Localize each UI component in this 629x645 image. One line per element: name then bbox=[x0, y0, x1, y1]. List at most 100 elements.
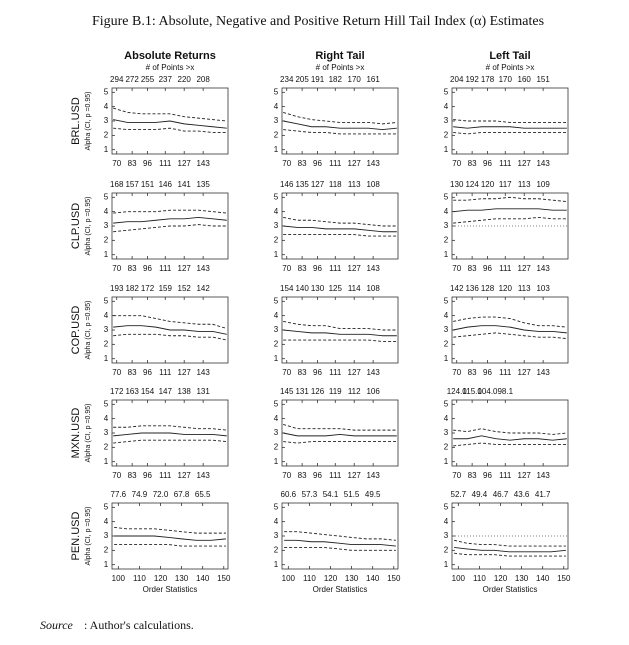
top-tick-label: 151 bbox=[141, 180, 155, 189]
estimate-line bbox=[453, 126, 567, 129]
top-tick-label: 135 bbox=[196, 180, 210, 189]
x-tick-label: 143 bbox=[536, 264, 550, 273]
y-tick-label: 5 bbox=[274, 87, 279, 96]
y-tick-label: 1 bbox=[274, 250, 279, 259]
top-tick-label: 51.5 bbox=[344, 490, 360, 499]
top-tick-label: 54.1 bbox=[323, 490, 339, 499]
estimate-line bbox=[113, 216, 227, 224]
x-tick-label: 130 bbox=[175, 574, 189, 583]
x-tick-label: 70 bbox=[112, 159, 121, 168]
x-tick-label: 111 bbox=[499, 368, 512, 377]
y-tick-label: 3 bbox=[444, 325, 449, 334]
y-tick-label: 3 bbox=[104, 531, 109, 540]
lower-bound bbox=[113, 127, 227, 133]
top-tick-label: 172 bbox=[141, 284, 155, 293]
x-tick-label: 96 bbox=[143, 159, 152, 168]
top-tick-label: 77.6 bbox=[111, 490, 127, 499]
top-tick-label: 151 bbox=[536, 75, 550, 84]
y-tick-label: 3 bbox=[444, 116, 449, 125]
y-tick-label: 4 bbox=[444, 517, 449, 526]
y-axis-label: Alpha (CI, p =0.95) bbox=[85, 92, 92, 151]
x-tick-label: 83 bbox=[298, 471, 307, 480]
top-tick-label: 205 bbox=[295, 75, 309, 84]
x-tick-label: 150 bbox=[217, 574, 231, 583]
x-tick-label: 127 bbox=[348, 471, 362, 480]
x-tick-label: 83 bbox=[128, 159, 137, 168]
lower-bound bbox=[113, 439, 227, 444]
top-tick-label: 52.7 bbox=[451, 490, 467, 499]
x-tick-label: 70 bbox=[112, 264, 121, 273]
x-tick-label: 143 bbox=[366, 159, 380, 168]
top-tick-label: 138 bbox=[178, 387, 192, 396]
x-tick-label: 127 bbox=[178, 368, 192, 377]
estimate-line bbox=[283, 432, 397, 437]
x-tick-label: 83 bbox=[468, 471, 477, 480]
top-tick-label: 170 bbox=[348, 75, 362, 84]
x-tick-label: 83 bbox=[128, 368, 137, 377]
lower-bound bbox=[284, 547, 396, 551]
y-tick-label: 1 bbox=[444, 560, 449, 569]
top-tick-label: 67.8 bbox=[174, 490, 190, 499]
top-tick-label: 98.1 bbox=[497, 387, 513, 396]
lower-bound bbox=[113, 224, 227, 233]
top-tick-label: 135 bbox=[295, 180, 309, 189]
top-tick-label: 182 bbox=[125, 284, 139, 293]
top-tick-label: 119 bbox=[329, 387, 342, 396]
x-tick-label: 111 bbox=[159, 368, 172, 377]
x-tick-label: 70 bbox=[452, 159, 461, 168]
upper-bound bbox=[113, 315, 227, 330]
upper-bound bbox=[283, 423, 397, 431]
lower-bound bbox=[453, 332, 567, 340]
x-tick-label: 143 bbox=[536, 471, 550, 480]
x-tick-label: 70 bbox=[282, 368, 291, 377]
y-tick-label: 2 bbox=[444, 130, 449, 139]
y-axis-label: Alpha (CI, p =0.95) bbox=[85, 404, 92, 463]
y-tick-label: 5 bbox=[444, 87, 449, 96]
plot-frame bbox=[281, 296, 399, 364]
top-tick-label: 104.0 bbox=[477, 387, 498, 396]
x-tick-label: 70 bbox=[282, 264, 291, 273]
x-tick-label: 111 bbox=[499, 264, 512, 273]
upper-bound bbox=[113, 425, 227, 431]
y-tick-label: 1 bbox=[444, 354, 449, 363]
top-tick-label: 182 bbox=[329, 75, 343, 84]
estimate-line bbox=[113, 119, 227, 129]
y-tick-label: 2 bbox=[274, 130, 279, 139]
y-tick-label: 4 bbox=[274, 517, 279, 526]
top-tick-label: 163 bbox=[125, 387, 139, 396]
row-label: BRL.USD bbox=[70, 97, 82, 145]
top-tick-label: 113 bbox=[348, 180, 361, 189]
x-tick-label: 143 bbox=[196, 264, 210, 273]
top-tick-label: 145 bbox=[280, 387, 294, 396]
y-tick-label: 1 bbox=[274, 354, 279, 363]
x-tick-label: 100 bbox=[452, 574, 466, 583]
upper-bound bbox=[283, 320, 397, 331]
x-tick-label: 127 bbox=[518, 264, 532, 273]
y-tick-label: 5 bbox=[104, 192, 109, 201]
y-tick-label: 5 bbox=[274, 296, 279, 305]
x-tick-label: 96 bbox=[313, 471, 322, 480]
top-tick-label: 49.4 bbox=[472, 490, 488, 499]
top-tick-label: 126 bbox=[311, 387, 325, 396]
lower-bound bbox=[283, 339, 397, 342]
top-tick-label: 141 bbox=[178, 180, 192, 189]
top-tick-label: 178 bbox=[481, 75, 495, 84]
lower-bound bbox=[454, 552, 566, 557]
column-title: Right Tail bbox=[315, 50, 364, 62]
x-tick-label: 111 bbox=[329, 264, 342, 273]
y-tick-label: 1 bbox=[104, 145, 109, 154]
x-tick-label: 96 bbox=[313, 264, 322, 273]
top-tick-label: 161 bbox=[366, 75, 380, 84]
x-tick-label: 150 bbox=[557, 574, 571, 583]
x-tick-label: 100 bbox=[282, 574, 296, 583]
top-tick-label: 128 bbox=[481, 284, 495, 293]
top-tick-label: 125 bbox=[329, 284, 343, 293]
top-tick-label: 113 bbox=[518, 180, 531, 189]
top-tick-label: 193 bbox=[110, 284, 124, 293]
x-axis-label: Order Statistics bbox=[483, 585, 538, 594]
top-tick-label: 43.6 bbox=[514, 490, 530, 499]
y-tick-label: 1 bbox=[274, 145, 279, 154]
x-tick-label: 96 bbox=[143, 368, 152, 377]
x-tick-label: 143 bbox=[536, 368, 550, 377]
row-label: COP.USD bbox=[70, 306, 82, 355]
